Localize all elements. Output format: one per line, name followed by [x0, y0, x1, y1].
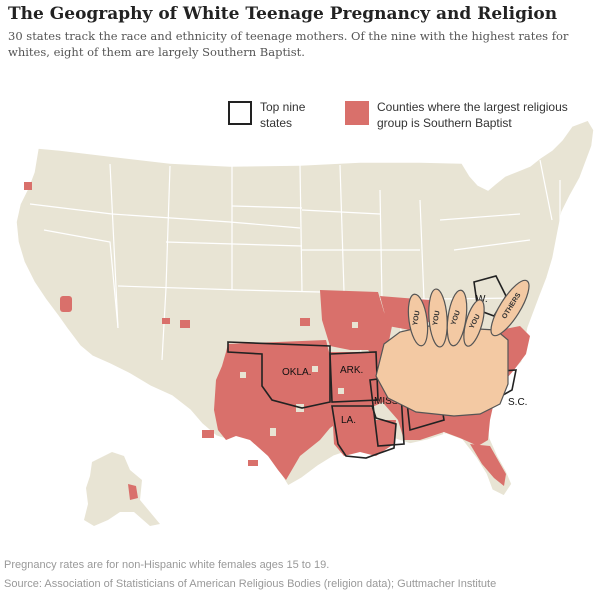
legend-outline-swatch	[228, 101, 252, 125]
legend-fill-swatch	[345, 101, 369, 125]
glove-finger-2-label: YOU	[432, 310, 442, 326]
legend-fill-label: Counties where the largest religious gro…	[377, 100, 568, 130]
state-label-louisiana: LA.	[341, 415, 356, 426]
glove-finger-1-label: YOU	[412, 310, 422, 326]
glove-finger-1	[407, 293, 429, 347]
state-label-mississippi: MISS.	[374, 396, 401, 407]
state-label-oklahoma: OKLA.	[282, 367, 311, 378]
map-title: The Geography of White Teenage Pregnancy…	[8, 4, 558, 24]
glove-finger-2	[428, 288, 448, 348]
state-borders	[29, 159, 561, 441]
glove-thumb	[490, 279, 530, 337]
alaska-land	[84, 452, 160, 526]
alaska-baptist-area	[128, 484, 138, 500]
pregnancy-note: Pregnancy rates are for non-Hispanic whi…	[4, 559, 330, 571]
us-map: OKLA. ARK. LA. MISS. W. S.C. YOU YOU YOU…	[15, 120, 595, 526]
glove-finger-4	[463, 299, 485, 347]
source-credit: Source: Association of Statisticians of …	[4, 578, 497, 590]
glove-finger-3-label: YOU	[450, 310, 462, 327]
legend-outline-label: Top nine states	[260, 100, 306, 130]
state-label-south-carolina: S.C.	[508, 397, 527, 408]
state-label-west-virginia: W.	[476, 294, 488, 305]
glove-finger-3	[446, 289, 468, 347]
state-label-arkansas: ARK.	[340, 365, 363, 376]
map-subtitle: 30 states track the race and ethnicity o…	[8, 29, 569, 59]
glove-hand-overlay: YOU YOU YOU YOU OTHERS	[375, 279, 530, 417]
